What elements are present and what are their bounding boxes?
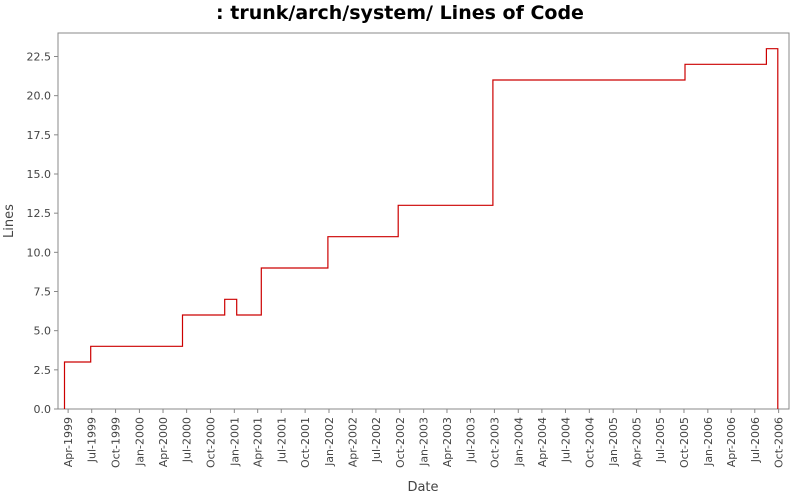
x-tick-label: Jul-2001 [275, 417, 288, 463]
x-tick-label: Apr-2005 [631, 417, 644, 467]
x-tick-label: Jan-2006 [702, 417, 715, 467]
x-tick-label: Jul-2006 [749, 417, 762, 463]
x-tick-label: Oct-2002 [394, 417, 407, 468]
x-tick-label: Oct-2006 [773, 417, 786, 468]
x-tick-label: Jan-2000 [133, 417, 146, 467]
y-axis: 0.0 2.5 5.0 7.5 10.0 12.5 15.0 17.5 20.0 22.5 [27, 51, 58, 416]
x-tick-label: Jan-2003 [418, 417, 431, 467]
x-tick-label: Apr-2004 [536, 417, 549, 467]
x-tick-label: Oct-2004 [583, 417, 596, 468]
x-tick-label: Apr-2006 [725, 417, 738, 467]
y-tick-label: 5.0 [34, 325, 52, 338]
x-tick-label: Jan-2005 [607, 417, 620, 467]
x-tick-label: Jul-2000 [181, 417, 194, 463]
x-tick-label: Oct-2003 [488, 417, 501, 468]
x-tick-label: Apr-2002 [346, 417, 359, 467]
x-tick-label: Jul-2003 [465, 417, 478, 463]
y-tick-label: 22.5 [27, 51, 52, 64]
y-tick-label: 20.0 [27, 90, 52, 103]
chart-title: : trunk/arch/system/ Lines of Code [216, 2, 584, 24]
y-tick-label: 0.0 [34, 403, 52, 416]
x-tick-label: Oct-1999 [110, 417, 123, 468]
x-tick-label: Apr-2000 [157, 417, 170, 467]
y-tick-label: 2.5 [34, 364, 52, 377]
x-tick-label: Jul-2004 [559, 417, 572, 463]
x-tick-label: Apr-2003 [441, 417, 454, 467]
x-tick-label: Apr-2001 [252, 417, 265, 467]
x-tick-label: Apr-1999 [62, 417, 75, 467]
y-axis-label: Lines [2, 204, 17, 238]
x-axis: Apr-1999 Jul-1999 Oct-1999 Jan-2000 Apr-2000… [62, 409, 786, 468]
series-line [63, 48, 779, 409]
y-tick-label: 10.0 [27, 246, 52, 259]
y-tick-label: 12.5 [27, 207, 52, 220]
plot-area [57, 32, 790, 410]
x-tick-label: Jul-2002 [370, 417, 383, 463]
x-tick-label: Jan-2001 [228, 417, 241, 467]
series-layer [63, 48, 779, 409]
x-tick-label: Oct-2005 [678, 417, 691, 468]
x-axis-label: Date [407, 480, 438, 495]
x-tick-label: Jan-2004 [512, 417, 525, 467]
y-tick-label: 15.0 [27, 168, 52, 181]
x-tick-label: Oct-2000 [204, 417, 217, 468]
x-tick-label: Jan-2002 [323, 417, 336, 467]
x-tick-label: Jul-1999 [86, 417, 99, 463]
y-tick-label: 17.5 [27, 129, 52, 142]
x-tick-label: Jul-2005 [654, 417, 667, 463]
y-tick-label: 7.5 [34, 286, 52, 299]
x-tick-label: Oct-2001 [299, 417, 312, 468]
